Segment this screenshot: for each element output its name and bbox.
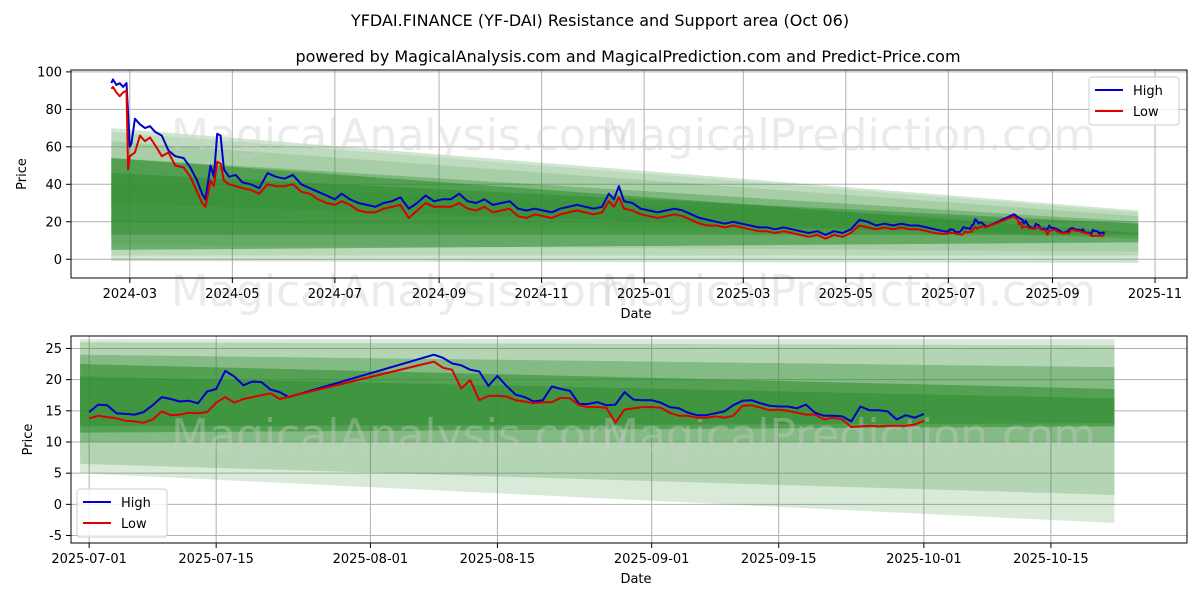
top-y-tick-label: 20 — [45, 215, 62, 230]
top-x-tick-label: 2024-09 — [412, 287, 466, 302]
top-x-tick-label: 2025-05 — [819, 287, 873, 302]
top-y-tick-label: 40 — [45, 178, 62, 193]
top-band-layer — [111, 173, 1139, 235]
chart-subtitle: powered by MagicalAnalysis.com and Magic… — [295, 47, 960, 66]
bottom-y-tick-label: 20 — [45, 373, 62, 388]
bottom-y-tick-label: 0 — [54, 498, 62, 513]
bottom-y-tick-label: 25 — [45, 342, 62, 357]
bottom-y-tick-label: 5 — [54, 467, 62, 482]
top-y-tick-label: 100 — [37, 65, 62, 80]
top-x-tick-label: 2024-05 — [205, 287, 259, 302]
top-y-tick-label: 80 — [45, 103, 62, 118]
top-band-layer — [111, 141, 1139, 256]
bottom-x-tick-label: 2025-10-01 — [886, 552, 962, 567]
chart-title: YFDAI.FINANCE (YF-DAI) Resistance and Su… — [350, 11, 849, 30]
top-x-tick-label: 2024-03 — [103, 287, 157, 302]
top-watermark-prediction: MagicalPrediction.com — [601, 266, 1096, 317]
bottom-low-series-line — [88, 360, 925, 428]
top-chart-panel: MagicalAnalysis.comMagicalPrediction.com… — [15, 65, 1188, 322]
top-plot-frame — [70, 69, 1188, 279]
bottom-watermark-analysis: MagicalAnalysis.com — [171, 410, 629, 461]
top-x-tick-label: 2025-09 — [1025, 287, 1079, 302]
bottom-high-series-line — [88, 353, 925, 423]
bottom-x-tick-label: 2025-09-01 — [614, 552, 690, 567]
top-x-tick-label: 2025-11 — [1128, 287, 1182, 302]
top-x-tick-label: 2025-03 — [716, 287, 770, 302]
top-legend: High Low — [1088, 76, 1180, 126]
top-watermark-analysis: MagicalAnalysis.com — [171, 266, 629, 317]
bottom-x-tick-label: 2025-09-15 — [741, 552, 817, 567]
bottom-y-tick-label: 15 — [45, 404, 62, 419]
top-legend-label-low: Low — [1133, 105, 1159, 120]
bottom-y-tick-label: 10 — [45, 435, 62, 450]
top-legend-label-high: High — [1133, 84, 1163, 99]
top-x-tick-label: 2024-07 — [308, 287, 362, 302]
top-watermark-prediction: MagicalPrediction.com — [601, 110, 1096, 161]
top-y-tick-label: 0 — [54, 253, 62, 268]
bottom-band-layer — [80, 354, 1115, 442]
bottom-x-tick-label: 2025-08-01 — [333, 552, 409, 567]
bottom-watermark-prediction: MagicalPrediction.com — [601, 410, 1096, 461]
top-watermark-analysis: MagicalAnalysis.com — [171, 110, 629, 161]
top-high-series-line — [110, 78, 1106, 236]
bottom-x-tick-label: 2025-07-15 — [178, 552, 254, 567]
bottom-x-tick-label: 2025-07-01 — [51, 552, 127, 567]
bottom-x-axis-label: Date — [620, 572, 651, 587]
top-x-tick-label: 2025-07 — [921, 287, 975, 302]
top-band-layer — [111, 158, 1139, 239]
bottom-legend-label-low: Low — [121, 517, 147, 532]
top-support-resistance-bands — [111, 128, 1139, 264]
bottom-x-tick-label: 2025-10-15 — [1013, 552, 1089, 567]
top-x-axis-label: Date — [620, 307, 651, 322]
bottom-chart-panel: MagicalAnalysis.comMagicalPrediction.com… — [21, 335, 1188, 587]
bottom-y-tick-label: -5 — [49, 529, 62, 544]
bottom-y-axis-label: Price — [21, 424, 36, 456]
top-x-tick-label: 2024-11 — [514, 287, 568, 302]
bottom-plot-frame — [70, 335, 1188, 544]
bottom-x-tick-label: 2025-08-15 — [460, 552, 536, 567]
top-y-tick-label: 60 — [45, 140, 62, 155]
bottom-legend-label-high: High — [121, 496, 151, 511]
top-y-axis-label: Price — [15, 158, 30, 190]
top-band-layer — [111, 131, 1139, 252]
bottom-legend: High Low — [76, 488, 168, 538]
top-x-tick-label: 2025-01 — [617, 287, 671, 302]
top-low-series-line — [110, 85, 1106, 240]
